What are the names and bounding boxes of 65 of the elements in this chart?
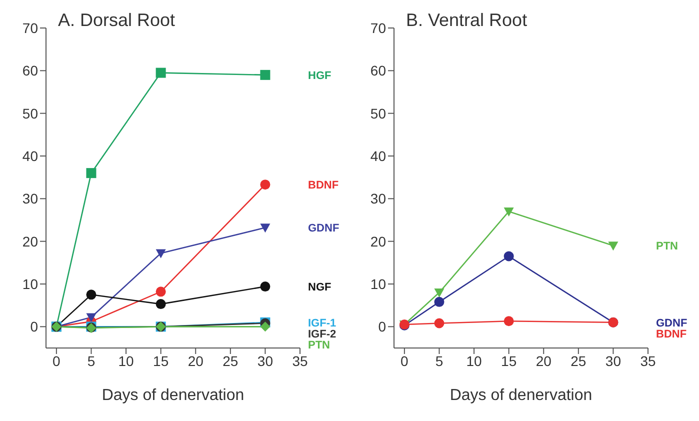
y-tick-label: 60 bbox=[22, 62, 38, 79]
text: PTN bbox=[308, 339, 330, 352]
text: HGF bbox=[308, 70, 332, 82]
point bbox=[156, 286, 166, 297]
text: BDNF bbox=[656, 328, 687, 340]
text: NGF bbox=[308, 281, 332, 294]
text: BDNF bbox=[308, 179, 339, 192]
y-tick-label: 30 bbox=[22, 190, 38, 207]
point bbox=[434, 318, 444, 328]
y-tick-label: 0 bbox=[378, 318, 386, 335]
point bbox=[156, 249, 166, 258]
x-tick-label: 30 bbox=[257, 352, 274, 369]
point bbox=[156, 299, 166, 310]
chart-title: A. Dorsal Root bbox=[58, 10, 176, 31]
point bbox=[86, 290, 96, 300]
point bbox=[504, 251, 514, 262]
point bbox=[260, 70, 270, 80]
y-tick-label: 0 bbox=[30, 318, 38, 335]
text: IGF-2 bbox=[308, 328, 336, 340]
x-tick-label: 35 bbox=[292, 352, 308, 369]
x-tick-label: 35 bbox=[640, 352, 656, 369]
y-tick-label: 40 bbox=[22, 148, 38, 164]
text: GDNF bbox=[308, 222, 340, 235]
y-tick-label: 60 bbox=[370, 62, 386, 79]
y-tick-label: 50 bbox=[370, 105, 386, 122]
point bbox=[608, 242, 618, 251]
point bbox=[260, 322, 270, 332]
point bbox=[504, 207, 514, 216]
y-tick-label: 40 bbox=[370, 148, 386, 164]
point bbox=[156, 68, 166, 78]
y-tick-label: 50 bbox=[22, 105, 38, 122]
chart-title: B. Ventral Root bbox=[406, 10, 528, 31]
x-tick-label: 25 bbox=[570, 352, 586, 369]
y-tick-label: 20 bbox=[370, 233, 386, 250]
x-tick-label: 30 bbox=[605, 352, 622, 369]
point bbox=[434, 296, 444, 307]
point bbox=[86, 313, 96, 322]
x-tick-label: 5 bbox=[87, 352, 96, 369]
text: GDNF bbox=[656, 317, 688, 330]
point bbox=[260, 224, 270, 233]
point bbox=[260, 180, 270, 190]
text: PTN bbox=[656, 240, 678, 252]
x-tick-label: 10 bbox=[466, 352, 482, 369]
x-axis-title: Days of denervation bbox=[102, 387, 244, 404]
point bbox=[86, 168, 96, 178]
x-tick-label: 25 bbox=[222, 352, 238, 369]
y-tick-label: 70 bbox=[22, 20, 38, 36]
y-tick-label: 10 bbox=[370, 276, 386, 292]
point bbox=[260, 282, 270, 292]
point bbox=[434, 288, 444, 298]
x-tick-label: 20 bbox=[536, 352, 552, 369]
y-tick-label: 30 bbox=[370, 190, 386, 207]
x-axis-title: Days of denervation bbox=[450, 387, 592, 404]
point bbox=[504, 316, 514, 326]
y-tick-label: 10 bbox=[22, 276, 38, 292]
x-tick-label: 0 bbox=[400, 352, 409, 369]
x-tick-label: 20 bbox=[188, 352, 204, 369]
x-tick-label: 15 bbox=[501, 352, 517, 369]
x-tick-label: 10 bbox=[118, 352, 134, 369]
text: IGF-1 bbox=[308, 317, 336, 330]
x-tick-label: 15 bbox=[153, 352, 169, 369]
x-tick-label: 0 bbox=[52, 352, 61, 369]
y-tick-label: 20 bbox=[22, 233, 38, 250]
x-tick-label: 5 bbox=[435, 352, 444, 369]
y-tick-label: 70 bbox=[370, 20, 386, 36]
